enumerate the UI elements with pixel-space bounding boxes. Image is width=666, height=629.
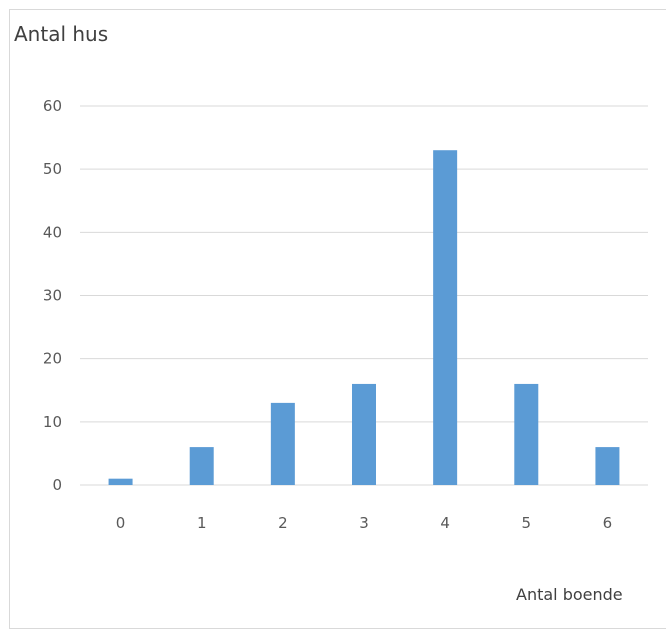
bar-1 bbox=[189, 447, 214, 485]
y-tick-label: 10 bbox=[43, 413, 62, 431]
bar-4 bbox=[433, 150, 458, 485]
x-tick-label: 4 bbox=[440, 514, 450, 532]
y-tick-label: 60 bbox=[43, 97, 62, 115]
x-tick-label: 2 bbox=[278, 514, 288, 532]
y-tick-label: 40 bbox=[43, 223, 62, 241]
y-axis-ticks: 0 10 20 30 40 50 60 bbox=[43, 97, 62, 494]
bar-5 bbox=[514, 383, 539, 485]
x-tick-label: 5 bbox=[522, 514, 532, 532]
x-axis-ticks: 0 1 2 3 4 5 6 bbox=[116, 514, 612, 532]
bar-6 bbox=[595, 447, 620, 485]
bar-series bbox=[108, 150, 620, 485]
y-axis-title: Antal hus bbox=[14, 22, 109, 46]
y-tick-label: 0 bbox=[52, 476, 62, 494]
bar-0 bbox=[108, 478, 133, 485]
y-tick-label: 30 bbox=[43, 287, 62, 305]
x-tick-label: 0 bbox=[116, 514, 126, 532]
y-tick-label: 50 bbox=[43, 160, 62, 178]
chart-frame bbox=[9, 9, 666, 629]
bar-2 bbox=[270, 402, 295, 485]
x-tick-label: 3 bbox=[359, 514, 369, 532]
x-axis-title: Antal boende bbox=[516, 585, 623, 604]
bar-3 bbox=[352, 383, 376, 485]
bar-chart: 0 10 20 30 40 50 60 0 1 2 3 4 5 6 bbox=[43, 97, 648, 532]
x-tick-label: 6 bbox=[603, 514, 613, 532]
x-tick-label: 1 bbox=[197, 514, 207, 532]
y-tick-label: 20 bbox=[43, 350, 62, 368]
